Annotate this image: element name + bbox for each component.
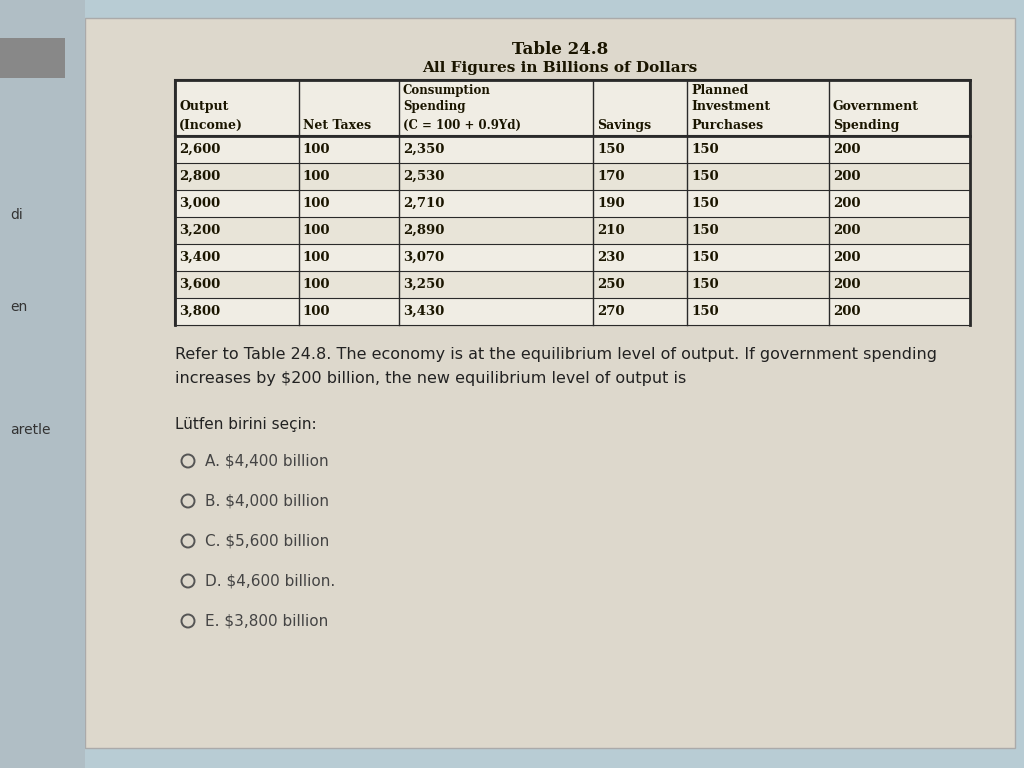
Bar xyxy=(0,38,65,78)
Text: B. $4,000 billion: B. $4,000 billion xyxy=(205,494,329,508)
Text: 3,070: 3,070 xyxy=(402,251,443,264)
Bar xyxy=(175,271,970,298)
Text: 190: 190 xyxy=(597,197,625,210)
Text: 150: 150 xyxy=(691,278,719,291)
Text: (C = 100 + 0.9Yd): (C = 100 + 0.9Yd) xyxy=(402,119,521,132)
Text: Purchases: Purchases xyxy=(691,119,764,132)
Text: D. $4,600 billion.: D. $4,600 billion. xyxy=(205,574,335,588)
Text: Output: Output xyxy=(179,101,228,114)
Text: Consumption: Consumption xyxy=(402,84,490,97)
Text: Table 24.8: Table 24.8 xyxy=(512,41,608,58)
Text: (Income): (Income) xyxy=(179,119,243,132)
Text: 2,350: 2,350 xyxy=(402,143,444,156)
Text: Investment: Investment xyxy=(691,101,770,114)
Text: Planned: Planned xyxy=(691,84,749,97)
Text: 3,250: 3,250 xyxy=(402,278,444,291)
Text: 150: 150 xyxy=(691,305,719,318)
Text: C. $5,600 billion: C. $5,600 billion xyxy=(205,534,330,548)
Text: Government: Government xyxy=(833,101,919,114)
Text: 3,600: 3,600 xyxy=(179,278,220,291)
Text: E. $3,800 billion: E. $3,800 billion xyxy=(205,614,329,628)
Text: 250: 250 xyxy=(597,278,625,291)
Text: 200: 200 xyxy=(833,305,860,318)
Bar xyxy=(0,0,85,768)
Text: Lütfen birini seçin:: Lütfen birini seçin: xyxy=(175,417,316,432)
Bar xyxy=(175,217,970,244)
Text: 200: 200 xyxy=(833,170,860,183)
Text: 150: 150 xyxy=(691,197,719,210)
Text: 200: 200 xyxy=(833,278,860,291)
Text: 270: 270 xyxy=(597,305,625,318)
Text: en: en xyxy=(10,300,28,314)
Text: 3,800: 3,800 xyxy=(179,305,220,318)
Text: A. $4,400 billion: A. $4,400 billion xyxy=(205,453,329,468)
Text: 100: 100 xyxy=(303,305,330,318)
Text: 2,890: 2,890 xyxy=(402,224,444,237)
Text: Savings: Savings xyxy=(597,119,651,132)
Text: 210: 210 xyxy=(597,224,625,237)
Text: 2,800: 2,800 xyxy=(179,170,220,183)
Text: 150: 150 xyxy=(597,143,625,156)
Text: 3,430: 3,430 xyxy=(402,305,444,318)
Text: 100: 100 xyxy=(303,224,330,237)
Bar xyxy=(175,163,970,190)
Text: Refer to Table 24.8. The economy is at the equilibrium level of output. If gover: Refer to Table 24.8. The economy is at t… xyxy=(175,347,937,362)
Text: 150: 150 xyxy=(691,224,719,237)
Bar xyxy=(175,190,970,217)
Text: 100: 100 xyxy=(303,143,330,156)
Text: 3,200: 3,200 xyxy=(179,224,220,237)
Text: 3,000: 3,000 xyxy=(179,197,220,210)
Bar xyxy=(175,136,970,163)
Text: 150: 150 xyxy=(691,251,719,264)
Text: 2,530: 2,530 xyxy=(402,170,444,183)
Text: increases by $200 billion, the new equilibrium level of output is: increases by $200 billion, the new equil… xyxy=(175,371,686,386)
Text: 100: 100 xyxy=(303,197,330,210)
Text: 200: 200 xyxy=(833,224,860,237)
Text: 150: 150 xyxy=(691,170,719,183)
Text: 2,600: 2,600 xyxy=(179,143,220,156)
Text: 100: 100 xyxy=(303,170,330,183)
Text: All Figures in Billions of Dollars: All Figures in Billions of Dollars xyxy=(422,61,697,75)
Bar xyxy=(175,244,970,271)
Text: 200: 200 xyxy=(833,143,860,156)
Text: Spending: Spending xyxy=(402,101,465,114)
Text: 170: 170 xyxy=(597,170,625,183)
Text: Spending: Spending xyxy=(833,119,899,132)
Text: 230: 230 xyxy=(597,251,625,264)
Text: 200: 200 xyxy=(833,197,860,210)
Text: Net Taxes: Net Taxes xyxy=(303,119,371,132)
Text: 2,710: 2,710 xyxy=(402,197,444,210)
Bar xyxy=(175,80,970,325)
Text: di: di xyxy=(10,208,23,222)
Text: aretle: aretle xyxy=(10,423,50,437)
Text: 3,400: 3,400 xyxy=(179,251,220,264)
Bar xyxy=(175,298,970,325)
Text: 200: 200 xyxy=(833,251,860,264)
Text: 100: 100 xyxy=(303,251,330,264)
Text: 100: 100 xyxy=(303,278,330,291)
Text: 150: 150 xyxy=(691,143,719,156)
